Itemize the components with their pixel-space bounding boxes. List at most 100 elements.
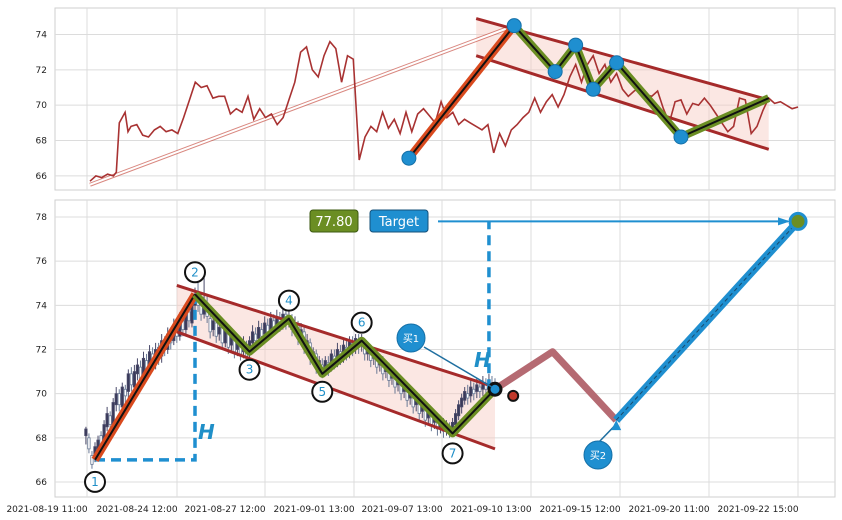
pivot-label-circle [350,311,373,334]
target-value-badge-bg [309,209,359,233]
pivot-label-6: 6 [358,316,366,330]
candle-body [132,371,136,388]
impulse-leg-inner [94,293,196,461]
h-label-left: H [198,420,215,444]
candle-body [475,384,479,392]
bottom-x-tick-label: 2021-08-19 11:00 [6,505,87,515]
candle-body [120,386,124,408]
candle-body [129,373,133,386]
pivot-label-7: 7 [449,446,457,460]
candle-body [135,364,140,375]
top-y-tick-label: 74 [36,31,48,41]
candle-body [217,327,221,335]
buy1-label: 买1 [403,333,419,345]
pivot-label-4: 4 [285,294,293,308]
bottom-y-tick-label: 74 [36,301,48,311]
candle-body [114,393,118,406]
top-price-panel: 66 68 70 72 74 [36,7,836,191]
bottom-y-tick-label: 66 [36,478,48,488]
candle-body [472,388,476,395]
candle-body [260,329,264,337]
target-label-badge: Target [378,215,419,230]
bottom-y-tick-label: 78 [36,213,48,223]
top-zigzag-inner [513,25,682,138]
candle-body [263,322,267,335]
candle-body [460,397,464,408]
buy1-pointer [423,346,493,388]
pivot-label-circle [84,470,106,493]
candle-body [208,318,212,333]
h-measure-left [95,294,197,462]
pivot-label-3: 3 [246,363,254,377]
candle-body [108,415,112,425]
zigzag-inner [194,293,496,435]
projection-rally-inner [615,221,799,421]
top-pivot-point [547,64,563,80]
buy1-bubble [396,323,426,353]
candle-body [211,320,215,331]
projection-pullback [493,348,619,423]
candle-body [257,327,261,339]
pivot-label-1: 1 [91,475,99,489]
top-y-tick-label: 66 [36,172,48,182]
bottom-x-tick-label: 2021-09-15 12:00 [539,505,620,515]
candle-body [466,393,470,399]
top-pivot-point [673,129,689,145]
candle-body [123,388,127,397]
top-pivot-point [401,150,417,166]
bottom-x-tick-label: 2021-09-01 13:00 [273,505,354,515]
bottom-x-tick-label: 2021-08-27 12:00 [184,505,265,515]
buy2-bubble [583,440,613,470]
candle-body [478,386,482,392]
candle-body [84,428,88,437]
target-point [788,211,808,231]
pivot-label-5: 5 [318,385,326,399]
pivot-label-circle [311,380,334,403]
pivot-label-circle [441,442,464,465]
candle-body [87,437,91,450]
bottom-y-tick-label: 72 [36,346,47,356]
candle-body [105,413,109,428]
candle-body [250,331,255,344]
target-label-badge-bg [369,209,429,233]
top-pivot-point [506,18,522,34]
bottom-x-tick-label: 2021-09-07 13:00 [361,505,442,515]
pivot-label-2: 2 [191,265,199,279]
candle-body [254,333,258,342]
top-breakout-leg-inner [680,97,770,138]
top-pivot-point [609,55,625,71]
pivot-label-circle [277,289,300,312]
bottom-y-tick-label: 68 [36,434,48,444]
top-trend-line-inner [89,24,515,186]
breakout-close-point [507,389,520,402]
top-channel-lower [475,54,770,151]
candle-body [220,327,224,344]
candle-body [126,373,130,392]
buy2-label: 买2 [590,450,606,462]
bottom-y-tick-label: 70 [36,390,48,400]
bottom-x-tick-label: 2021-09-20 11:00 [628,505,709,515]
h-label-right: H [474,348,491,372]
candle-body [214,322,218,337]
target-value-badge: 77.80 [315,215,352,230]
bottom-channel-lower [176,330,496,451]
top-pivot-point [568,37,584,53]
bottom-x-tick-label: 2021-08-24 12:00 [96,505,177,515]
buy2-pointer-head [611,420,622,431]
pivot-label-circle [184,261,206,284]
candle-body [90,455,94,465]
bottom-y-tick-label: 76 [36,257,48,267]
top-impulse-leg-inner [408,25,515,159]
top-y-tick-label: 72 [36,66,47,76]
breakout-point [487,381,503,397]
candle-body [117,393,121,406]
candle-body [454,413,458,425]
annotation-overlay: 77.80 Target H H 买1 买2 [198,209,606,462]
pivot-label-circle [238,358,261,381]
candle-body [463,391,467,401]
top-pivot-point [585,81,601,97]
candle-body [457,404,461,417]
top-channel-fill [476,18,769,150]
